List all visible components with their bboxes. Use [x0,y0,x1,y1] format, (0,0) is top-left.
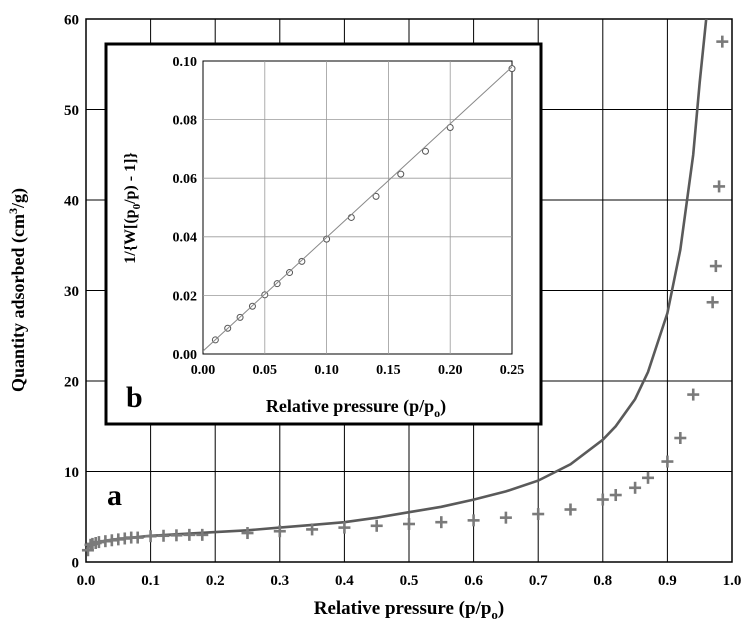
data-point-plus [609,489,622,502]
data-point-plus [706,296,719,309]
x-tick-label: 0.3 [270,573,289,589]
data-point-plus [713,180,726,193]
x-tick-label: 0.6 [464,573,483,589]
data-point-plus [564,503,577,516]
data-point-plus [716,35,729,48]
inset-grid [203,61,512,354]
y-tick-label: 0.02 [173,289,198,304]
data-point-plus [642,471,655,484]
data-point-circle [298,257,306,265]
y-tick-label: 50 [64,103,79,119]
inset-x-axis-label: Relative pressure (p/po) [266,396,446,420]
y-tick-label: 40 [64,193,79,209]
y-tick-label: 0.04 [173,231,198,246]
data-point-plus [157,529,170,542]
data-point-plus [306,523,319,536]
series-line [203,66,512,352]
x-tick-label: 0.0 [77,573,96,589]
data-point-plus [467,514,480,527]
x-tick-label: 0.20 [438,363,463,378]
panel-label-a: a [107,479,122,512]
inset-chart: 0.00 0.05 0.10 0.15 0.20 0.25 0.00 0.02 0.04 0.06… [104,42,543,426]
data-point-plus [499,511,512,524]
x-tick-label: 0.9 [658,573,677,589]
y-tick-label: 60 [64,12,79,28]
inset-series [203,65,516,352]
x-tick-label: 0.5 [400,573,419,589]
data-point-plus [196,528,209,541]
data-point-plus [170,529,183,542]
y-tick-label: 0.06 [173,172,198,187]
data-point-plus [403,517,415,530]
x-tick-label: 0.7 [529,573,548,589]
main-y-axis-label: Quantity adsorbed (cm3/g) [6,188,29,392]
data-point-circle [323,235,331,243]
y-tick-label: 0.10 [173,55,198,70]
data-point-plus [81,544,94,557]
data-point-plus [435,516,448,529]
data-point-plus [241,527,254,540]
y-tick-label: 0.00 [173,348,198,363]
data-point-plus [144,530,157,543]
x-tick-label: 0.8 [593,573,612,589]
y-tick-label: 30 [64,284,79,300]
data-point-circle [508,65,516,73]
x-tick-label: 0.1 [141,573,160,589]
main-ticks: 0.0 0.1 0.2 0.3 0.4 0.5 0.6 0.7 0.8 0.9 1.0 0 10 20 30… [64,12,741,589]
x-tick-label: 0.00 [191,363,216,378]
data-point-circle [286,269,294,277]
data-point-plus [687,388,700,401]
x-tick-label: 0.10 [314,363,339,378]
data-point-plus [596,493,609,506]
data-point-circle [397,170,405,178]
y-tick-label: 0 [72,555,80,571]
data-point-plus [183,528,196,541]
data-point-plus [709,260,722,273]
y-tick-label: 20 [64,374,79,390]
data-point-plus [273,525,286,538]
data-point-plus [661,455,674,468]
x-tick-label: 0.25 [500,363,525,378]
data-point-plus [338,521,351,534]
data-point-circle [372,192,380,200]
x-tick-label: 0.05 [253,363,278,378]
panel-label-b: b [126,381,143,414]
main-x-axis-label: Relative pressure (p/po) [314,598,505,622]
data-point-plus [370,519,383,532]
inset-y-axis-label: 1/{W[(p0/p) - 1]} [122,152,143,263]
x-tick-label: 0.2 [206,573,225,589]
data-point-circle [446,124,454,132]
data-point-plus [131,531,144,544]
x-tick-label: 0.15 [376,363,401,378]
data-point-plus [629,481,642,494]
data-point-plus [674,432,687,445]
x-tick-label: 0.4 [335,573,354,589]
data-point-plus [532,508,545,521]
y-tick-label: 0.08 [173,114,198,129]
main-series [81,19,729,557]
data-point-circle [421,147,429,155]
inset-ticks: 0.00 0.05 0.10 0.15 0.20 0.25 0.00 0.02 0.04 0.06… [173,55,525,378]
x-tick-label: 1.0 [723,573,742,589]
inset-plot-frame [202,60,513,355]
y-tick-label: 10 [64,465,79,481]
